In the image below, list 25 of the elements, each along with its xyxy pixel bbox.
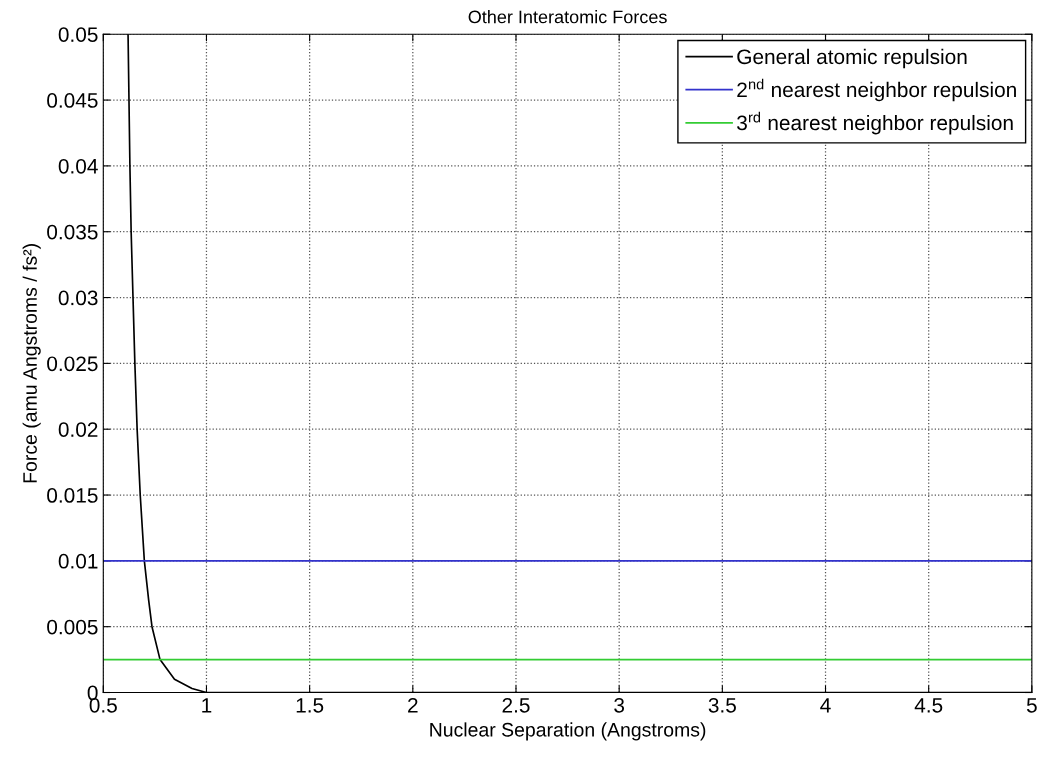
y-tick-label: 0.015 bbox=[47, 488, 98, 503]
x-tick-label: 2 bbox=[408, 697, 418, 713]
x-tick-label: 3.5 bbox=[708, 697, 736, 713]
legend-label: 2$^{nd}$ nearest neighbor repulsion bbox=[737, 78, 1016, 102]
y-tick-label: 0.025 bbox=[47, 356, 98, 372]
x-tick-label: 2.5 bbox=[502, 697, 530, 713]
y-tick-label: 0.04 bbox=[58, 158, 98, 174]
y-tick-label: 0.05 bbox=[58, 27, 98, 42]
x-tick-label: 3 bbox=[614, 697, 625, 713]
y-tick-label: 0.03 bbox=[58, 290, 98, 306]
y-tick-label: 0.02 bbox=[58, 422, 98, 437]
x-axis-title: Nuclear Separation (Angstroms) bbox=[430, 722, 706, 741]
x-tick-label: 1.5 bbox=[296, 698, 324, 713]
y-tick-label: 0.01 bbox=[58, 553, 98, 569]
x-tick-label: 4 bbox=[820, 698, 831, 713]
y-tick-label: 0.045 bbox=[47, 93, 98, 108]
y-axis-title: Force (amu Angstroms / fs²) bbox=[22, 244, 41, 483]
legend-label: 3$^{rd}$ nearest neighbor repulsion bbox=[737, 111, 1013, 135]
x-tick-label: 4.5 bbox=[914, 698, 943, 713]
y-tick-label: 0.035 bbox=[47, 224, 98, 240]
x-tick-label: 5 bbox=[1026, 698, 1037, 713]
chart-title: Other Interatomic Forces bbox=[468, 10, 667, 24]
x-tick-label: 1 bbox=[202, 698, 212, 713]
y-tick-label: 0.005 bbox=[47, 619, 98, 635]
legend-label: General atomic repulsion bbox=[737, 48, 967, 69]
